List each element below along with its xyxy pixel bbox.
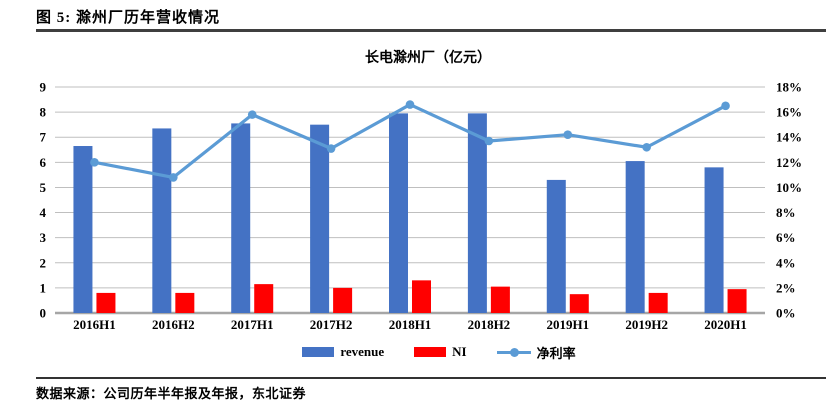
revenue-bar xyxy=(546,179,566,313)
x-axis-label: 2016H1 xyxy=(73,317,116,332)
margin-line-marker xyxy=(90,158,99,167)
left-axis-tick: 1 xyxy=(40,280,47,295)
left-axis-tick: 0 xyxy=(40,306,47,321)
x-axis-label: 2019H2 xyxy=(625,317,668,332)
left-axis-tick: 2 xyxy=(40,255,47,270)
combo-chart: 长电滁州厂（亿元） 0 1 2 3 4 5 6 7 8 9 0% 2% 4% 6% 8% 10% 12% 14% 16… xyxy=(40,49,803,332)
margin-legend-label: 净利率 xyxy=(536,345,576,361)
left-axis-tick: 5 xyxy=(40,180,47,195)
ni-bar xyxy=(333,287,353,313)
ni-bar xyxy=(175,292,195,313)
ni-bar xyxy=(727,289,747,313)
x-axis-label: 2018H1 xyxy=(389,317,432,332)
margin-line-marker xyxy=(721,101,730,111)
revenue-bar xyxy=(310,124,330,314)
legend-item-revenue: revenue xyxy=(302,344,384,360)
right-axis-tick: 14% xyxy=(776,130,802,145)
revenue-bar xyxy=(467,113,487,313)
right-axis-tick: 18% xyxy=(776,80,802,95)
ni-bar xyxy=(569,294,589,313)
x-axis-label: 2018H2 xyxy=(468,317,511,332)
left-axis-tick: 7 xyxy=(40,130,47,145)
right-axis-tick: 10% xyxy=(776,180,802,195)
right-axis-tick: 8% xyxy=(776,205,796,220)
margin-line-marker xyxy=(484,136,494,146)
right-axis-tick: 2% xyxy=(776,280,796,295)
margin-line-marker xyxy=(642,142,651,152)
revenue-legend-swatch xyxy=(302,347,335,357)
revenue-bar xyxy=(152,128,172,313)
revenue-legend-label: revenue xyxy=(340,344,385,359)
left-axis-tick: 8 xyxy=(40,105,47,120)
left-axis-tick: 9 xyxy=(40,80,47,95)
x-axis-label: 2020H1 xyxy=(704,317,747,332)
revenue-bar xyxy=(73,146,93,313)
ni-bar xyxy=(490,286,510,313)
left-axis-tick: 3 xyxy=(40,230,47,245)
left-axis-tick: 4 xyxy=(40,205,47,220)
legend-item-ni: NI xyxy=(414,344,467,360)
chart-area: 长电滁州厂（亿元） 0 1 2 3 4 5 6 7 8 9 0% 2% 4% 6% 8% 10% 12% 14% 16… xyxy=(0,40,832,340)
left-axis-tick: 6 xyxy=(40,155,47,170)
margin-dot-icon xyxy=(509,348,519,357)
ni-legend-swatch xyxy=(414,347,447,357)
ni-bar xyxy=(96,292,116,313)
ni-bar xyxy=(648,292,668,313)
margin-legend-swatch xyxy=(496,347,531,357)
right-axis-tick: 4% xyxy=(776,255,796,270)
margin-line-marker xyxy=(326,144,336,153)
ni-legend-label: NI xyxy=(452,344,467,359)
x-axis-label: 2017H2 xyxy=(310,317,353,332)
x-axis-label: 2017H1 xyxy=(231,317,274,332)
revenue-bar xyxy=(625,161,645,313)
chart-title: 长电滁州厂（亿元） xyxy=(365,49,491,66)
right-axis-tick: 0% xyxy=(776,306,796,321)
ni-bar xyxy=(412,280,431,313)
revenue-bar xyxy=(389,113,408,313)
revenue-bar xyxy=(231,123,251,314)
margin-line-marker xyxy=(247,110,257,119)
ni-bar xyxy=(254,284,274,313)
figure-title: 图 5: 滁州厂历年营收情况 xyxy=(36,10,220,26)
right-axis-tick: 6% xyxy=(776,230,796,245)
x-axis-label: 2016H2 xyxy=(152,317,195,332)
chart-legend: revenue NI 净利率 xyxy=(44,343,832,361)
title-underline xyxy=(36,29,826,32)
margin-line-marker xyxy=(563,130,573,140)
footer-separator xyxy=(36,377,826,379)
data-source-note: 数据来源：公司历年半年报及年报，东北证券 xyxy=(36,386,307,401)
margin-line-marker xyxy=(405,100,415,109)
revenue-bar xyxy=(704,167,724,313)
x-axis-label: 2019H1 xyxy=(546,317,589,332)
right-axis-tick: 12% xyxy=(776,155,802,170)
margin-line-marker xyxy=(169,173,178,182)
legend-item-margin: 净利率 xyxy=(496,343,576,362)
right-axis-tick: 16% xyxy=(776,105,802,120)
